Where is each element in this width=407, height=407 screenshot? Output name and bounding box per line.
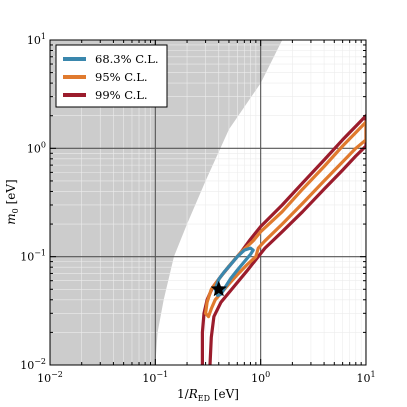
legend-label-95-c-l-: 95% C.L.	[95, 70, 148, 84]
best-fit-star-marker	[210, 280, 228, 297]
y-tick-label: 10−2	[20, 357, 46, 372]
excluded-region	[50, 40, 283, 365]
plot-frame	[49, 39, 367, 366]
y-tick-label: 100	[27, 140, 46, 155]
legend-label-68-3-c-l-: 68.3% C.L.	[95, 52, 159, 66]
legend-label-99-c-l-: 99% C.L.	[95, 88, 148, 102]
y-tick-label: 101	[27, 32, 46, 47]
x-tick-label: 101	[356, 370, 375, 385]
x-tick-label: 10−1	[142, 370, 168, 385]
x-tick-label: 10−2	[37, 370, 63, 385]
contour-68-3-c-l-	[213, 246, 255, 297]
legend: 68.3% C.L. 95% C.L. 99% C.L.	[55, 44, 168, 108]
x-tick-label: 100	[251, 370, 270, 385]
y-axis-label: m0 [eV]	[4, 179, 20, 224]
x-axis-label: 1/RED [eV]	[177, 387, 239, 403]
y-tick-label: 10−1	[20, 249, 46, 264]
